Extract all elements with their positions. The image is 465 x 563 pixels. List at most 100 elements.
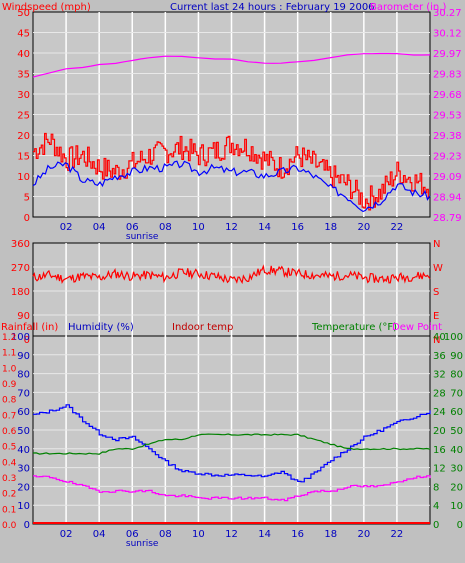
y-tick-label: 20 xyxy=(17,131,30,142)
y2-tick-label: 0 xyxy=(433,520,439,531)
chart-title: Current last 24 hours : February 19 2006 xyxy=(170,2,375,13)
dewpoint-tick-label: 100 xyxy=(444,332,463,343)
temperature-label: Temperature (°F) xyxy=(311,322,397,333)
y2-tick-label: 29.38 xyxy=(433,131,462,142)
dewpoint-tick-label: 60 xyxy=(450,407,463,418)
y2-tick-label: 28.79 xyxy=(433,213,462,224)
y-tick-label: 20 xyxy=(17,482,30,493)
y2-tick-label: 16 xyxy=(433,445,446,456)
y-tick-label: 40 xyxy=(17,445,30,456)
x-tick-label: 20 xyxy=(357,529,370,540)
y-tick-label: 30 xyxy=(17,464,30,475)
rain-tick-label: 0.5 xyxy=(2,443,16,453)
temperature-line xyxy=(32,433,431,455)
rain-tick-label: 0.4 xyxy=(2,458,17,468)
dewpoint-label: Dew Point xyxy=(392,322,442,333)
y-tick-label: 0 xyxy=(24,213,30,224)
x-tick-label: 12 xyxy=(225,222,238,233)
y2-tick-label: 40 xyxy=(433,332,446,343)
sunrise-label: sunrise xyxy=(126,539,159,549)
y2-tick-label: 29.83 xyxy=(433,70,462,81)
dewpoint-tick-label: 20 xyxy=(450,482,463,493)
rain-tick-label: 1.2 xyxy=(2,333,16,343)
y2-tick-label: 12 xyxy=(433,464,446,475)
indoor-label: Indoor temp xyxy=(172,322,233,333)
y2-tick-label: 29.53 xyxy=(433,111,462,122)
dewpoint-tick-label: 40 xyxy=(450,445,463,456)
y2-tick-label: 29.23 xyxy=(433,152,462,163)
rain-tick-label: 0.8 xyxy=(2,396,17,406)
x-tick-label: 16 xyxy=(291,529,304,540)
y2-tick-label: 24 xyxy=(433,407,446,418)
x-tick-label: 06 xyxy=(126,222,139,233)
x-tick-label: 06 xyxy=(126,529,139,540)
y2-tick-label: 28 xyxy=(433,388,446,399)
humidity-line xyxy=(33,404,431,483)
y-tick-label: 45 xyxy=(17,29,30,40)
x-tick-label: 02 xyxy=(60,222,73,233)
x-tick-label: 20 xyxy=(357,222,370,233)
y-tick-label: 0 xyxy=(24,520,30,531)
x-tick-label: 04 xyxy=(93,529,106,540)
rainfall-label: Rainfall (in) xyxy=(1,322,58,333)
y2-tick-label: 32 xyxy=(433,370,446,381)
y-tick-label: 90 xyxy=(17,311,30,322)
x-tick-label: 22 xyxy=(391,529,404,540)
dewpoint-tick-label: 10 xyxy=(450,501,463,512)
rain-tick-label: 0.6 xyxy=(2,427,17,437)
x-tick-label: 14 xyxy=(258,222,271,233)
y2-tick-label: 4 xyxy=(433,501,439,512)
y2-tick-label: 8 xyxy=(433,482,439,493)
y-tick-label: 15 xyxy=(17,152,30,163)
y2-tick-label: 29.97 xyxy=(433,49,462,60)
y2-tick-label: 28.94 xyxy=(433,193,462,204)
dewpoint-tick-label: 0 xyxy=(457,520,463,531)
dewpoint-tick-label: 70 xyxy=(450,388,463,399)
y-tick-label: 360 xyxy=(11,239,30,250)
y-tick-label: 10 xyxy=(17,501,30,512)
y2-tick-label: 30.27 xyxy=(433,8,462,19)
x-tick-label: 02 xyxy=(60,529,73,540)
y-tick-label: 100 xyxy=(11,332,30,343)
rain-tick-label: 0.2 xyxy=(2,490,16,500)
rain-tick-label: 0.9 xyxy=(2,380,17,390)
y2-tick-label: 29.09 xyxy=(433,172,462,183)
windspeed-line xyxy=(33,132,429,211)
y2-tick-label: 30.12 xyxy=(433,29,462,40)
humidity-label: Humidity (%) xyxy=(68,322,134,333)
y-tick-label: 25 xyxy=(17,111,30,122)
rain-tick-label: 0.0 xyxy=(2,521,17,531)
top-left-label: Windspeed (mph) xyxy=(2,2,91,13)
x-tick-label: 08 xyxy=(159,529,172,540)
dewpoint-tick-label: 50 xyxy=(450,426,463,437)
y-tick-label: 60 xyxy=(17,407,30,418)
wind-average-line xyxy=(32,160,431,213)
dewpoint-line xyxy=(33,475,431,502)
y2-tick-label: 36 xyxy=(433,351,446,362)
y-tick-label: 70 xyxy=(17,388,30,399)
y-tick-label: 180 xyxy=(11,287,30,298)
y-tick-label: 270 xyxy=(11,263,30,274)
top-right-label: Barometer (in.) xyxy=(370,2,446,13)
x-tick-label: 18 xyxy=(324,529,337,540)
dewpoint-tick-label: 30 xyxy=(450,464,463,475)
y2-tick-label: W xyxy=(433,263,443,274)
y2-tick-label: S xyxy=(433,287,439,298)
x-tick-label: 04 xyxy=(93,222,106,233)
series-layer xyxy=(32,52,431,524)
x-tick-label: 10 xyxy=(192,222,205,233)
rain-tick-label: 0.1 xyxy=(2,505,16,515)
barometer-line xyxy=(32,52,431,78)
direction-line xyxy=(32,264,431,285)
dewpoint-tick-label: 90 xyxy=(450,351,463,362)
tick-labels: 0510152025303540455028.7928.9429.0929.23… xyxy=(2,8,463,549)
y-tick-label: 80 xyxy=(17,370,30,381)
y-tick-label: 50 xyxy=(17,8,30,19)
y-tick-label: 50 xyxy=(17,426,30,437)
y2-tick-label: 29.68 xyxy=(433,90,462,101)
sunrise-label: sunrise xyxy=(126,232,159,242)
x-tick-label: 10 xyxy=(192,529,205,540)
y2-tick-label: N xyxy=(433,335,440,346)
